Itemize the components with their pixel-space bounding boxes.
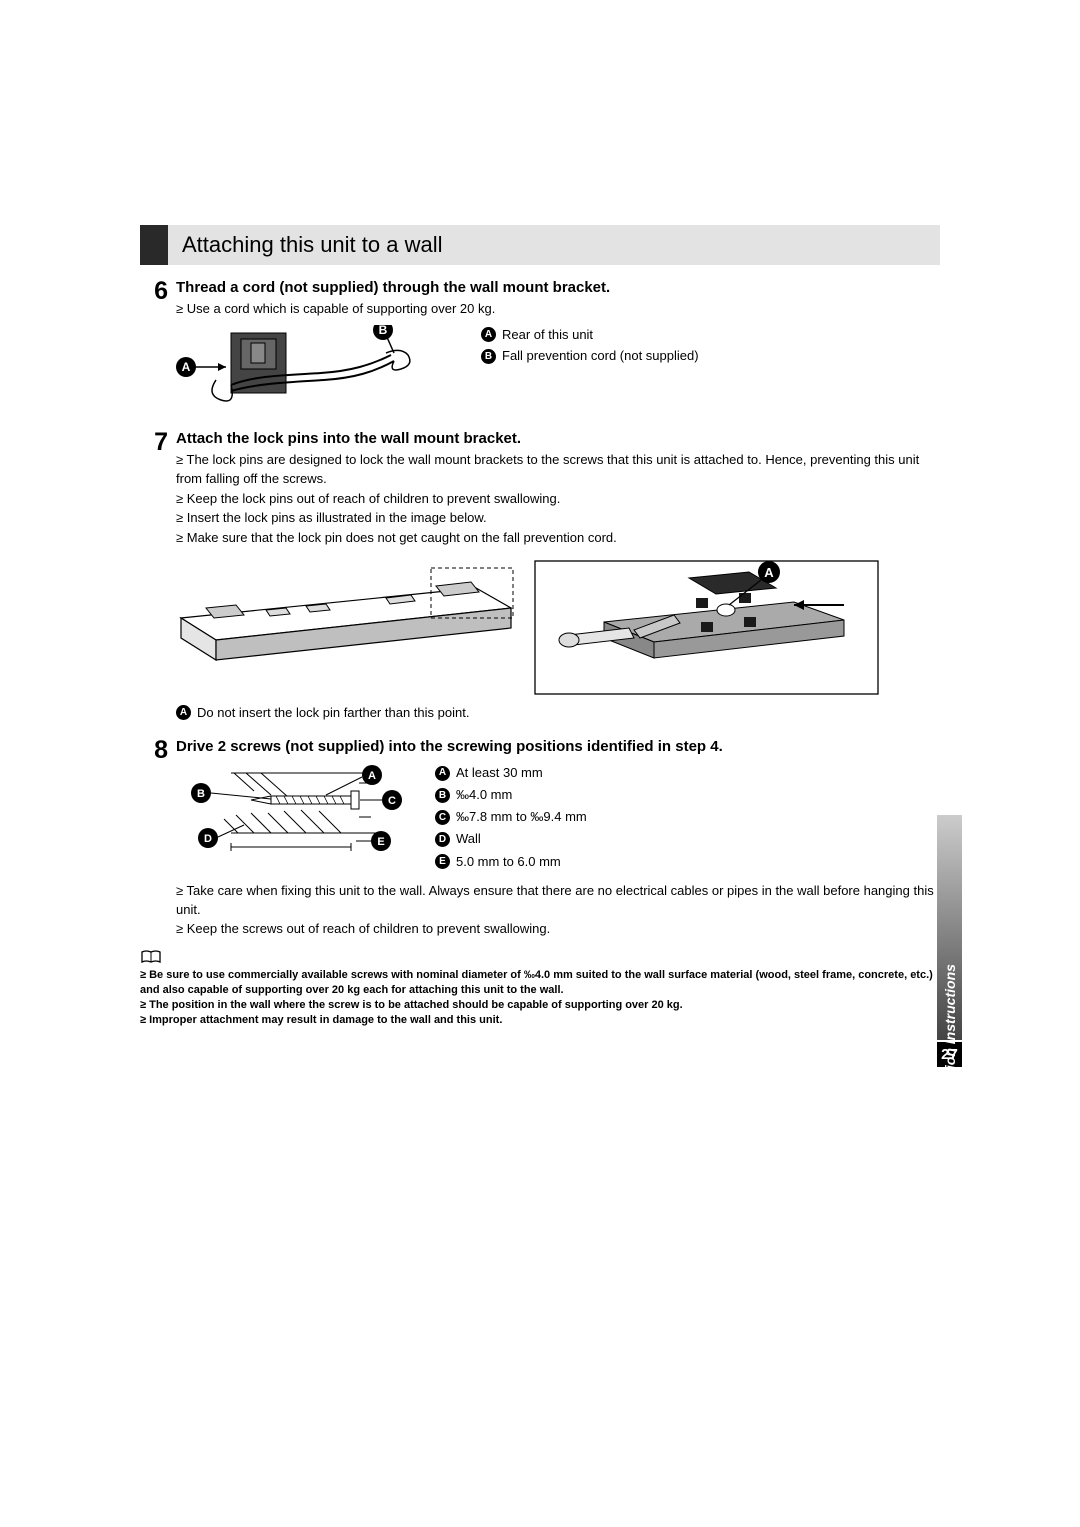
- legend8-A: A At least 30 mm: [435, 763, 587, 783]
- legend8-E: E 5.0 mm to 6.0 mm: [435, 852, 587, 872]
- callout-c-icon: C: [435, 810, 450, 825]
- step-8-bullets: Take care when fixing this unit to the w…: [176, 882, 940, 940]
- callout-b-icon: B: [481, 349, 496, 364]
- step-7-bullets: The lock pins are designed to lock the w…: [176, 451, 940, 548]
- warning-2: Improper attachment may result in damage…: [140, 1013, 940, 1028]
- legend-A: A Rear of this unit: [481, 325, 699, 345]
- legend8-c-text: ‰7.8 mm to ‰9.4 mm: [456, 807, 587, 827]
- section-title: Attaching this unit to a wall: [168, 225, 940, 265]
- step7-bullet-0: The lock pins are designed to lock the w…: [176, 451, 940, 489]
- callout-b-icon: B: [435, 788, 450, 803]
- step-6-diagram: A B: [176, 325, 421, 420]
- cord-diagram-svg: A B: [176, 325, 421, 420]
- header-accent-bar: [140, 225, 168, 265]
- step-6-note: Use a cord which is capable of supportin…: [176, 300, 940, 319]
- legend8-B: B ‰4.0 mm: [435, 785, 587, 805]
- step7-bullet-1: Keep the lock pins out of reach of child…: [176, 490, 940, 509]
- svg-text:A: A: [182, 360, 191, 374]
- step-6-figure-row: A B A Rear of this u: [176, 325, 940, 420]
- step-8-content: Drive 2 screws (not supplied) into the s…: [176, 738, 940, 940]
- step-number: 7: [140, 430, 168, 728]
- warnings-list: Be sure to use commercially available sc…: [140, 968, 940, 1027]
- step8-bullet-0: Take care when fixing this unit to the w…: [176, 882, 940, 920]
- lockpin-detail-svg: A: [534, 560, 879, 695]
- step-7-figures: A: [176, 560, 940, 695]
- warning-1: The position in the wall where the screw…: [140, 998, 940, 1013]
- callout-a-icon: A: [435, 766, 450, 781]
- legend8-D: D Wall: [435, 829, 587, 849]
- step-number: 8: [140, 738, 168, 940]
- svg-text:B: B: [379, 325, 388, 337]
- side-tab: Installation Instructions 27: [937, 815, 962, 1067]
- step-6: 6 Thread a cord (not supplied) through t…: [140, 279, 940, 420]
- step-8-legend: A At least 30 mm B ‰4.0 mm C ‰7.8 mm to ‰9.…: [435, 763, 587, 874]
- svg-text:C: C: [388, 795, 396, 807]
- step-number: 6: [140, 279, 168, 420]
- step-7-note-a: A Do not insert the lock pin farther tha…: [176, 705, 940, 720]
- legend8-a-text: At least 30 mm: [456, 763, 543, 783]
- step-6-title: Thread a cord (not supplied) through the…: [176, 279, 940, 296]
- step-8-diagram: A B C D E: [176, 763, 411, 858]
- svg-text:D: D: [204, 833, 212, 845]
- step-7: 7 Attach the lock pins into the wall mou…: [140, 430, 940, 728]
- step-7-left-figure: [176, 560, 516, 695]
- legend8-b-text: ‰4.0 mm: [456, 785, 512, 805]
- soundbar-svg: [176, 560, 516, 685]
- legend-B: B Fall prevention cord (not supplied): [481, 346, 699, 366]
- step-6-content: Thread a cord (not supplied) through the…: [176, 279, 940, 420]
- legend-a-text: Rear of this unit: [502, 325, 593, 345]
- legend8-e-text: 5.0 mm to 6.0 mm: [456, 852, 561, 872]
- step-6-legend: A Rear of this unit B Fall prevention co…: [481, 325, 699, 368]
- step-7-content: Attach the lock pins into the wall mount…: [176, 430, 940, 728]
- step-8-row: A B C D E A At least 30 mm B ‰4.0 mm: [176, 763, 940, 874]
- svg-text:E: E: [377, 836, 384, 848]
- step8-bullet-1: Keep the screws out of reach of children…: [176, 920, 940, 939]
- screw-diagram-svg: A B C D E: [176, 763, 411, 858]
- section-header: Attaching this unit to a wall: [140, 225, 940, 265]
- step7-bullet-2: Insert the lock pins as illustrated in t…: [176, 509, 940, 528]
- legend8-d-text: Wall: [456, 829, 481, 849]
- step-7-right-figure: A: [534, 560, 879, 695]
- manual-page: Attaching this unit to a wall 6 Thread a…: [0, 0, 1080, 1028]
- step-7-title: Attach the lock pins into the wall mount…: [176, 430, 940, 447]
- callout-d-icon: D: [435, 832, 450, 847]
- callout-e-icon: E: [435, 854, 450, 869]
- note-book-icon: [140, 950, 940, 964]
- step-8: 8 Drive 2 screws (not supplied) into the…: [140, 738, 940, 940]
- step7-bullet-3: Make sure that the lock pin does not get…: [176, 529, 940, 548]
- warning-0: Be sure to use commercially available sc…: [140, 968, 940, 998]
- svg-text:A: A: [764, 565, 774, 580]
- step-6-note-list: Use a cord which is capable of supportin…: [176, 300, 940, 319]
- svg-text:B: B: [197, 788, 205, 800]
- legend8-C: C ‰7.8 mm to ‰9.4 mm: [435, 807, 587, 827]
- step-8-title: Drive 2 screws (not supplied) into the s…: [176, 738, 940, 755]
- legend-b-text: Fall prevention cord (not supplied): [502, 346, 699, 366]
- callout-a-icon: A: [481, 327, 496, 342]
- section-tab-bar: Installation Instructions: [937, 815, 962, 1040]
- callout-a-icon: A: [176, 705, 191, 720]
- svg-text:A: A: [368, 770, 376, 782]
- section-tab-label: Installation Instructions: [942, 922, 958, 1122]
- step7-noteA-text: Do not insert the lock pin farther than …: [197, 705, 469, 720]
